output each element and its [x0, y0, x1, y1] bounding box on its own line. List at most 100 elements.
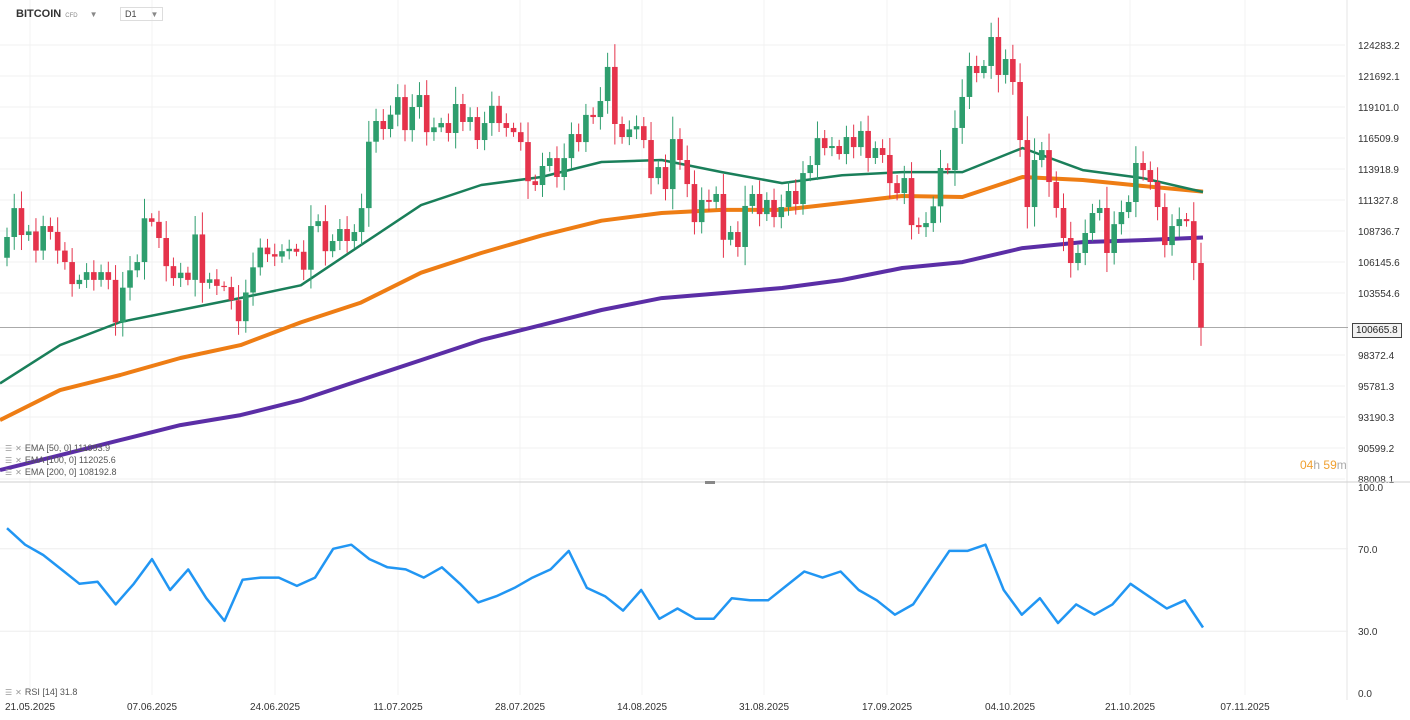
date-tick-label: 21.10.2025 — [1105, 702, 1155, 713]
candle-down — [887, 154, 893, 184]
legend-rsi: ☰ ✕ RSI [14] 31.8 — [5, 687, 77, 697]
timeframe-value: D1 — [125, 9, 137, 19]
candle-down — [894, 183, 900, 194]
candle-up — [749, 193, 756, 206]
candle-up — [872, 148, 879, 158]
close-icon[interactable]: ✕ — [15, 467, 22, 477]
candle-down — [1046, 150, 1052, 183]
candle-up — [1169, 226, 1175, 246]
candle-up — [127, 270, 133, 288]
candle-up — [742, 205, 748, 247]
rsi-line — [6, 527, 1205, 629]
legend-ema100-label: EMA [100, 0] 112025.6 — [24, 455, 116, 465]
candle-down — [1104, 207, 1110, 253]
close-icon[interactable]: ✕ — [15, 687, 22, 697]
candle-down — [496, 105, 502, 124]
candle-up — [546, 158, 553, 166]
symbol-name: BITCOIN — [16, 8, 62, 20]
rsi-tick-label: 70.0 — [1358, 545, 1378, 556]
settings-icon[interactable]: ☰ — [5, 467, 13, 477]
candle-down — [271, 254, 278, 257]
candle-up — [98, 272, 104, 280]
close-icon[interactable]: ✕ — [15, 443, 22, 453]
candle-down — [792, 191, 799, 205]
candle-down — [510, 127, 517, 133]
timer-minutes: 59 — [1323, 458, 1337, 472]
candle-down — [62, 250, 68, 263]
candle-up — [597, 101, 604, 118]
candle-up — [937, 168, 944, 207]
candle-up — [409, 107, 416, 131]
candle-down — [322, 221, 329, 252]
candle-up — [206, 279, 213, 283]
settings-icon[interactable]: ☰ — [5, 443, 13, 453]
candle-down — [1024, 140, 1031, 208]
symbol-selector[interactable]: BITCOIN CFD ▼ — [16, 8, 98, 20]
candle-up — [669, 139, 676, 190]
candle-up — [40, 226, 46, 251]
candle-up — [337, 229, 343, 242]
price-tick-label: 116509.9 — [1358, 134, 1399, 145]
candle-up — [351, 232, 358, 242]
candle-up — [604, 66, 611, 102]
legend-ema50-label: EMA [50, 0] 111993.9 — [24, 443, 111, 453]
candle-up — [858, 130, 864, 148]
candle-down — [1183, 219, 1190, 222]
price-tick-label: 108736.7 — [1358, 227, 1400, 238]
candle-up — [452, 104, 459, 133]
candle-up — [655, 167, 662, 179]
candle-down — [185, 272, 191, 280]
candle-down — [460, 104, 466, 122]
candle-up — [177, 272, 184, 279]
price-tick-label: 113918.9 — [1358, 165, 1399, 176]
candle-down — [1162, 207, 1168, 246]
candle-down — [735, 232, 741, 247]
candle-up — [286, 248, 293, 252]
candle-down — [264, 247, 271, 255]
candle-up — [988, 37, 994, 66]
candle-down — [423, 95, 430, 133]
candle-down — [720, 193, 727, 240]
candle-up — [257, 247, 264, 268]
close-icon[interactable]: ✕ — [15, 455, 22, 465]
price-tick-label: 98372.4 — [1358, 351, 1395, 362]
candle-up — [250, 267, 256, 293]
rsi-tick-label: 100.0 — [1358, 483, 1383, 494]
date-tick-label: 11.07.2025 — [373, 702, 423, 713]
price-tick-label: 106145.6 — [1358, 258, 1400, 269]
candle-up — [1133, 163, 1139, 203]
candle-up — [134, 262, 141, 271]
candle-down — [517, 132, 524, 143]
candle-up — [901, 178, 908, 194]
candle-down — [879, 148, 886, 155]
timer-minutes-unit: m — [1336, 458, 1347, 472]
candle-up — [727, 232, 734, 240]
settings-icon[interactable]: ☰ — [5, 687, 13, 697]
candle-up — [489, 105, 495, 124]
candle-down — [865, 130, 871, 158]
candle-down — [821, 138, 828, 149]
price-tick-label: 124283.2 — [1358, 41, 1400, 52]
date-tick-label: 31.08.2025 — [739, 702, 789, 713]
candle-down — [293, 248, 300, 252]
date-tick-label: 21.05.2025 — [5, 702, 55, 713]
candle-up — [1176, 219, 1183, 227]
date-tick-label: 17.09.2025 — [862, 702, 912, 713]
candle-down — [380, 121, 387, 130]
candle-up — [583, 114, 589, 143]
legend-rsi-label: RSI [14] 31.8 — [24, 687, 78, 697]
chevron-down-icon[interactable]: ▼ — [89, 9, 98, 19]
candle-down — [1010, 59, 1016, 83]
candle-down — [156, 221, 162, 239]
candle-down — [112, 279, 119, 323]
candle-countdown: 04h 59m — [1300, 458, 1347, 472]
settings-icon[interactable]: ☰ — [5, 455, 13, 465]
candle-down — [1017, 82, 1023, 141]
pane-resize-handle[interactable] — [705, 481, 715, 484]
candle-up — [785, 191, 792, 208]
candle-down — [69, 262, 75, 285]
candle-up — [119, 287, 126, 323]
timeframe-select[interactable]: D1 ▼ — [120, 7, 164, 21]
candle-up — [1031, 160, 1038, 208]
